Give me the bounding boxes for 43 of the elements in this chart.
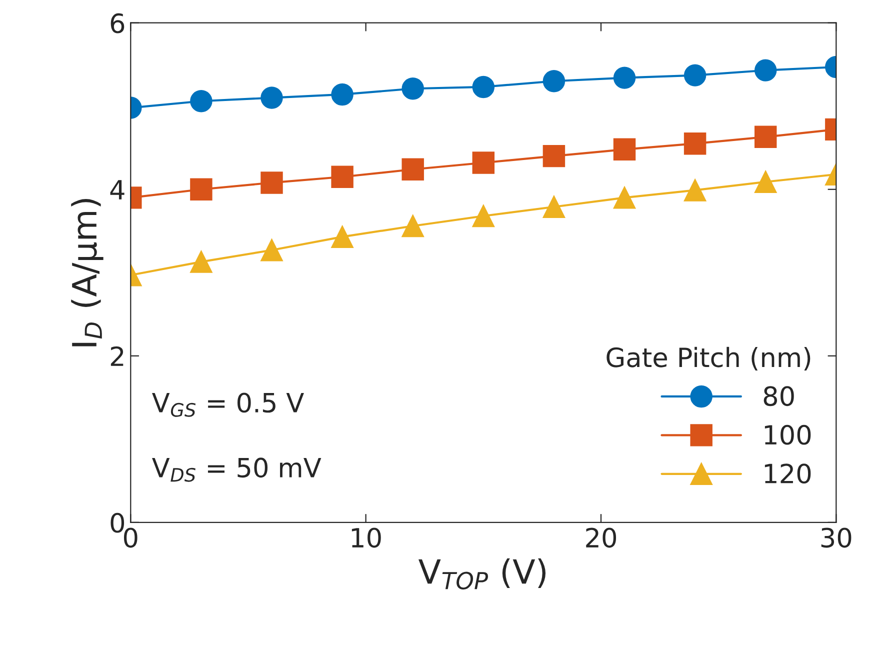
- y-tick-label: 0: [110, 512, 124, 533]
- legend-label: 120: [764, 464, 811, 484]
- point: [542, 196, 566, 218]
- point: [260, 172, 283, 194]
- x-axis-title: V$_{TOP}$ (V): [418, 558, 546, 590]
- point: [754, 59, 777, 82]
- point: [613, 186, 636, 209]
- point: [754, 126, 777, 148]
- legend-label: 100: [764, 424, 811, 445]
- point: [684, 179, 706, 202]
- legend-label: 80: [764, 386, 794, 406]
- point: [754, 170, 777, 193]
- point: [331, 83, 354, 106]
- y-tick-label: 4: [110, 180, 124, 200]
- legend-title: Gate Pitch (nm): [606, 346, 810, 370]
- point: [190, 250, 212, 273]
- annotation: V$_{GS}$ = 0.5 V: [152, 392, 304, 417]
- y-tick-label: 2: [110, 346, 124, 366]
- x-tick-label: 0: [124, 528, 138, 548]
- point: [331, 226, 354, 248]
- point: [472, 76, 495, 98]
- point: [190, 90, 212, 112]
- y-tick-label: 6: [110, 13, 124, 34]
- point: [613, 138, 636, 161]
- y-axis-title: I$_{D}$ (A/μm): [71, 198, 104, 346]
- x-tick-label: 30: [821, 528, 852, 548]
- point: [542, 144, 566, 168]
- point: [542, 70, 566, 92]
- x-tick-label: 20: [586, 528, 616, 548]
- point: [684, 64, 706, 86]
- annotation: V$_{DS}$ = 50 mV: [152, 458, 322, 482]
- x-tick-label: 10: [352, 528, 381, 548]
- point: [190, 178, 212, 200]
- point: [472, 152, 495, 174]
- point: [260, 239, 283, 262]
- point: [331, 166, 354, 188]
- point: [684, 132, 706, 155]
- point: [402, 214, 424, 238]
- point: [613, 66, 636, 89]
- point: [260, 86, 283, 109]
- point: [402, 78, 424, 100]
- point: [402, 158, 424, 180]
- point: [472, 204, 495, 228]
